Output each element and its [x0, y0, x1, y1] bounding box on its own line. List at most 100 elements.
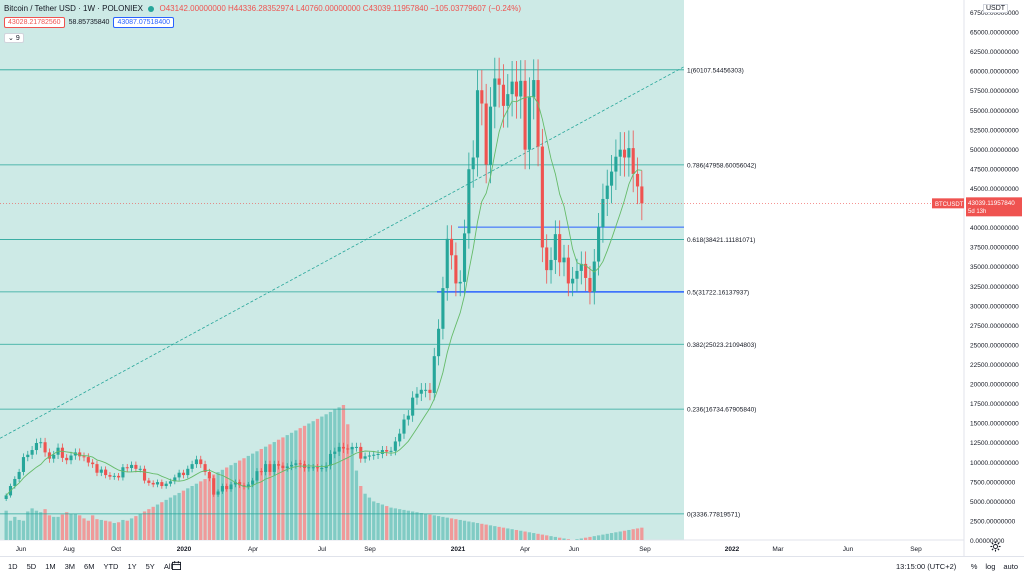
candle-body — [527, 97, 531, 150]
auto-toggle[interactable]: auto — [1003, 562, 1018, 571]
candle-body — [467, 169, 471, 234]
candle-body — [471, 157, 475, 170]
volume-bar — [134, 516, 138, 540]
volume-bar — [129, 518, 134, 540]
price-tick-label: 27500.00000000 — [970, 323, 1019, 330]
calendar-icon[interactable] — [172, 561, 181, 570]
volume-bar — [635, 528, 640, 540]
candle-body — [497, 78, 501, 85]
candle-body — [627, 148, 631, 158]
indicators-toggle[interactable]: ⌄ 9 — [4, 33, 24, 43]
volume-bar — [467, 521, 471, 540]
settings-gear-icon[interactable] — [990, 541, 1001, 552]
moving-average-line — [5, 96, 642, 496]
candle-body — [112, 475, 116, 477]
volume-bar — [549, 536, 553, 540]
volume-bar — [402, 509, 406, 540]
candle-body — [622, 149, 627, 158]
volume-bar — [523, 531, 527, 540]
range-1m[interactable]: 1M — [45, 562, 56, 571]
candle-body — [635, 173, 640, 187]
range-all[interactable]: All — [163, 562, 173, 571]
range-1d[interactable]: 1D — [8, 562, 18, 571]
price-tick-label: 62500.00000000 — [970, 49, 1019, 56]
indicator-count: 9 — [15, 35, 20, 42]
candle-body — [164, 483, 168, 487]
symbol-name[interactable]: Bitcoin / Tether USD — [4, 4, 76, 13]
volume-bar — [553, 536, 557, 540]
volume-bar — [372, 501, 376, 540]
volume-bar — [164, 499, 168, 540]
interval-label[interactable]: 1W — [83, 4, 95, 13]
volume-bar — [30, 508, 34, 540]
range-1y[interactable]: 1Y — [127, 562, 137, 571]
volume-bar — [138, 513, 142, 540]
log-toggle[interactable]: log — [985, 562, 996, 571]
candle-body — [30, 450, 34, 455]
candle-body — [4, 495, 8, 499]
range-ytd[interactable]: YTD — [103, 562, 119, 571]
volume-bar — [259, 448, 263, 540]
candle-body — [290, 464, 294, 467]
candle-body — [298, 463, 302, 465]
volume-bar — [294, 430, 298, 540]
candle-body — [160, 482, 164, 487]
range-3m[interactable]: 3M — [64, 562, 76, 571]
percent-toggle[interactable]: % — [970, 562, 978, 571]
symbol-badge-label: BTCUSDT — [935, 202, 964, 208]
volume-bar — [480, 523, 484, 540]
volume-bar — [519, 530, 523, 540]
candle-body — [462, 233, 467, 282]
range-5d[interactable]: 5D — [26, 562, 37, 571]
timezone-clock[interactable]: 13:15:00 (UTC+2) — [896, 562, 957, 571]
price-tick-label: 30000.00000000 — [970, 303, 1019, 310]
candle-body — [82, 456, 86, 458]
candle-body — [610, 171, 614, 186]
candle-body — [350, 446, 354, 450]
candle-body — [605, 185, 609, 199]
volume-bar — [631, 529, 635, 540]
candle-body — [117, 475, 121, 478]
candle-body — [584, 263, 588, 278]
candle-body — [307, 467, 311, 469]
volume-bar — [121, 519, 125, 540]
candle-body — [562, 257, 566, 263]
candle-body — [125, 467, 129, 469]
volume-bar — [618, 531, 622, 540]
candle-body — [86, 457, 90, 463]
time-tick-label: Apr — [248, 546, 259, 553]
volume-bar — [320, 416, 324, 540]
price-chart[interactable]: 67500.00000000 65000.00000000 62500.000000… — [0, 0, 1024, 556]
volume-bar — [501, 527, 506, 540]
volume-bar — [471, 522, 475, 540]
candle-body — [52, 454, 56, 459]
volume-bar — [34, 510, 39, 540]
candle-body — [108, 475, 112, 477]
candle-body — [558, 234, 562, 263]
fib-level-label: 1(60107.54456303) — [687, 67, 744, 74]
volume-bar — [506, 528, 510, 540]
symbol-badge — [932, 198, 964, 209]
price-tick-label: 65000.00000000 — [970, 30, 1019, 37]
range-6m[interactable]: 6M — [84, 562, 95, 571]
volume-bar — [78, 515, 82, 540]
volume-bar — [493, 526, 497, 540]
range-5y[interactable]: 5Y — [145, 562, 155, 571]
volume-bar — [527, 532, 532, 540]
sell-price-button[interactable]: 43028.21782560 — [4, 17, 65, 28]
candle-body — [488, 106, 493, 165]
volume-bar — [242, 458, 246, 540]
volume-bar — [475, 523, 480, 540]
candle-body — [367, 455, 371, 457]
volume-bar — [112, 523, 116, 540]
candle-body — [134, 464, 138, 469]
currency-badge[interactable]: USDT — [983, 4, 1009, 13]
candle-body — [566, 257, 570, 284]
candle-body — [199, 459, 203, 465]
candle-body — [294, 463, 298, 465]
candle-body — [571, 278, 575, 284]
candle-body — [203, 464, 207, 472]
volume-bar — [449, 518, 454, 540]
volume-bar — [596, 535, 601, 540]
buy-price-button[interactable]: 43087.07518400 — [113, 17, 175, 28]
